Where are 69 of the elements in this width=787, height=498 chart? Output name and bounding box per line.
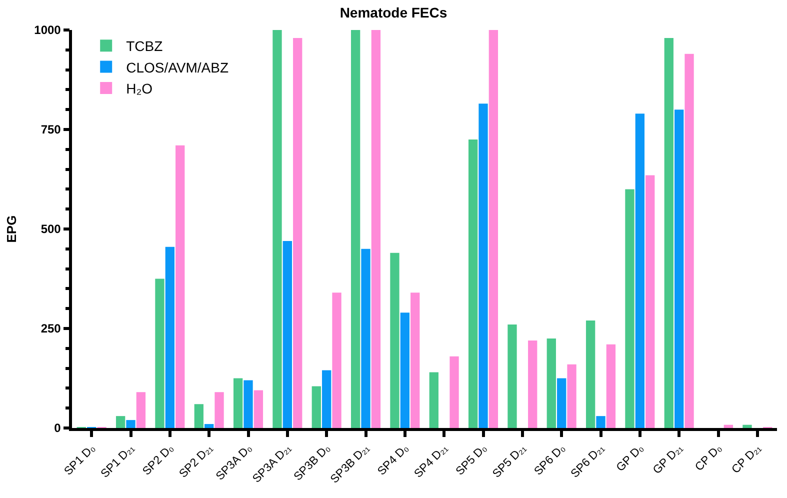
y-tick-label: 500	[40, 222, 62, 236]
bar	[194, 404, 204, 428]
bar	[742, 424, 752, 428]
bar	[488, 30, 498, 428]
bar	[126, 420, 136, 428]
x-tick-label: SP6 D₀	[532, 442, 568, 478]
bar	[596, 416, 606, 428]
bar	[390, 252, 400, 428]
y-tick-label: 1000	[34, 23, 62, 38]
bar	[350, 30, 360, 428]
x-tick-label: GP D₀	[614, 442, 646, 474]
y-tick-label: 250	[40, 322, 62, 336]
bar	[724, 424, 734, 428]
bar	[674, 110, 684, 428]
x-tick-label: SP1 D₀	[62, 442, 98, 478]
legend-label: CLOS/AVM/ABZ	[126, 59, 229, 76]
x-tick-label: SP2 D₀	[140, 442, 176, 478]
x-tick-label: SP6 D₂₁	[569, 442, 608, 480]
bar	[155, 278, 164, 428]
bar	[664, 38, 674, 428]
bar	[528, 340, 538, 428]
bar	[272, 30, 282, 428]
x-tick-label: SP4 D₂₁	[412, 442, 450, 480]
x-tick-label: SP1 D₂₁	[99, 442, 138, 480]
bar	[176, 145, 185, 428]
legend-label: TCBZ	[126, 38, 164, 54]
bar	[371, 30, 381, 428]
bar	[625, 189, 634, 428]
bar	[478, 104, 488, 428]
bar	[233, 378, 243, 428]
x-tick-label: SP5 D₀	[454, 442, 490, 478]
bar	[165, 246, 174, 428]
chart-title: Nematode FECs	[340, 4, 448, 20]
y-tick-label: 750	[40, 122, 62, 137]
bar	[546, 338, 556, 428]
bar	[361, 248, 370, 428]
bar	[508, 324, 517, 428]
bar	[214, 392, 224, 428]
bar	[606, 344, 616, 428]
x-tick-label: SP2 D₂₁	[177, 442, 216, 480]
y-axis-title: EPG	[4, 215, 20, 243]
bar	[332, 292, 342, 428]
bar	[635, 114, 644, 428]
bar	[557, 378, 566, 428]
legend-label: H₂O	[126, 80, 153, 96]
bar	[684, 54, 694, 428]
bar	[429, 372, 438, 428]
bar	[586, 320, 596, 428]
bar	[450, 356, 459, 428]
y-tick-label: 0	[54, 421, 62, 436]
bar	[400, 312, 410, 428]
bar	[646, 175, 655, 428]
x-tick-label: SP4 D₀	[376, 442, 412, 478]
bar	[204, 424, 214, 428]
bar	[312, 386, 321, 428]
bar	[282, 240, 292, 428]
bar	[136, 392, 146, 428]
bar	[410, 292, 420, 428]
x-tick-label: CP D₂₁	[730, 442, 764, 476]
x-tick-label: GP D₂₁	[651, 442, 686, 477]
bar	[322, 370, 332, 428]
bar	[244, 380, 253, 428]
x-tick-label: CP D₀	[693, 442, 725, 474]
bar	[254, 390, 264, 428]
bar	[468, 139, 478, 428]
bar	[116, 416, 126, 428]
bar	[293, 38, 302, 428]
bar	[567, 364, 576, 428]
x-tick-label: SP5 D₂₁	[490, 442, 529, 480]
